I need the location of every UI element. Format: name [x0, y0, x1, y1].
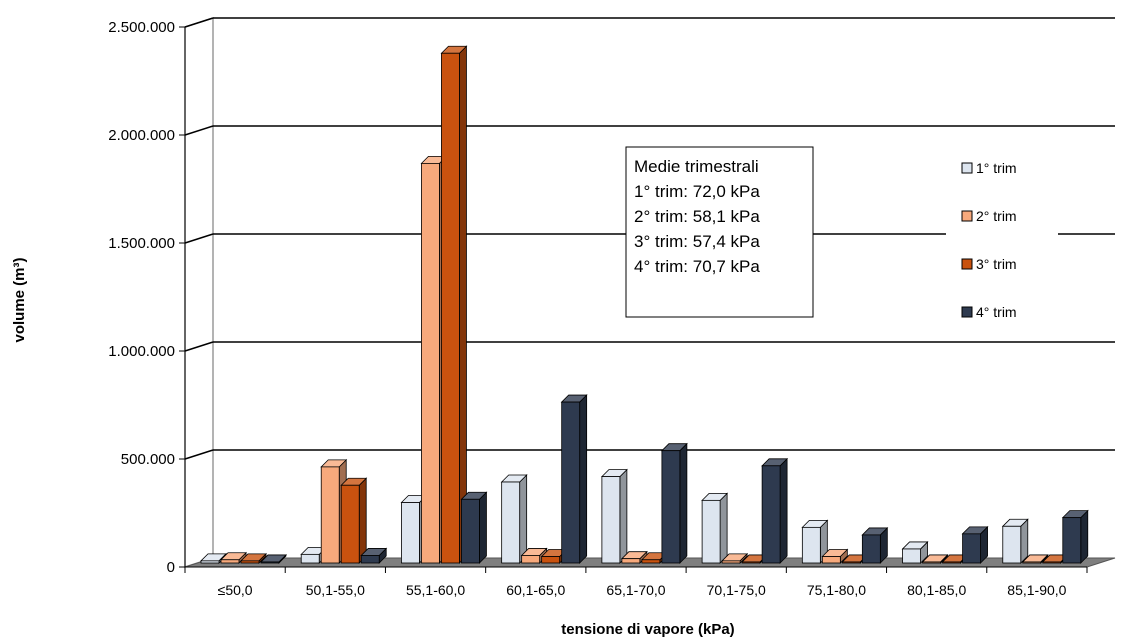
legend-item: 1° trim [961, 160, 1017, 176]
bar [240, 552, 267, 564]
bar [821, 548, 849, 564]
legend-label: 1° trim [976, 160, 1017, 176]
gridline [184, 341, 214, 352]
bar [500, 474, 528, 564]
legend-swatch [961, 162, 973, 174]
gridline [184, 17, 214, 28]
gridline [184, 233, 214, 244]
legend-label: 2° trim [976, 208, 1017, 224]
annotation-line: 4° trim: 70,7 kPa [634, 257, 760, 276]
y-axis-title: volume (m³) [11, 257, 28, 342]
x-tick-label: 70,1-75,0 [707, 582, 766, 598]
y-tick-label: 1.000.000 [108, 343, 175, 360]
x-tick-label: 55,1-60,0 [406, 582, 465, 598]
bar [560, 394, 588, 564]
annotation-line: 2° trim: 58,1 kPa [634, 207, 760, 226]
bar [1001, 518, 1029, 564]
bar [961, 525, 989, 564]
legend-label: 3° trim [976, 256, 1017, 272]
y-tick-label: 500.000 [121, 451, 175, 468]
bar [440, 45, 468, 564]
x-axis-categories: ≤50,0 50,1-55,0 55,1-60,0 60,1-65,0 65,1-70,… [184, 566, 1088, 598]
bar [721, 552, 749, 564]
x-tick-label: 60,1-65,0 [506, 582, 565, 598]
legend-item: 2° trim [961, 208, 1017, 224]
x-axis-title: tensione di vapore (kPa) [561, 621, 734, 638]
legend-item: 4° trim [961, 304, 1017, 320]
y-tick-label: 2.000.000 [108, 127, 175, 144]
bar [260, 553, 287, 564]
annotation-box: Medie trimestrali 1° trim: 72,0 kPa 2° t… [625, 146, 814, 318]
bar [701, 492, 729, 564]
x-tick-label: 75,1-80,0 [807, 582, 866, 598]
bar [340, 477, 368, 564]
bar [1021, 553, 1049, 564]
gridline [184, 125, 214, 136]
side-wall [184, 16, 214, 569]
legend: 1° trim 2° trim 3° trim 4° trim [946, 150, 1058, 340]
bar [761, 457, 789, 564]
legend-item: 3° trim [961, 256, 1017, 272]
bar [660, 442, 688, 564]
y-axis-ticks: 0 500.000 1.000.000 1.500.000 2.000.000 2.500… [108, 19, 186, 576]
x-tick-label: 65,1-70,0 [606, 582, 665, 598]
bar [460, 491, 488, 564]
bar [360, 547, 388, 564]
x-tick-label: ≤50,0 [218, 582, 253, 598]
bar [1061, 509, 1089, 564]
bar [600, 468, 628, 564]
y-tick-label: 0 [167, 559, 175, 576]
bar [921, 553, 949, 564]
annotation-line: Medie trimestrali [634, 157, 759, 176]
x-tick-label: 80,1-85,0 [907, 582, 966, 598]
bar [901, 540, 929, 564]
x-tick-label: 50,1-55,0 [306, 582, 365, 598]
x-tick-label: 85,1-90,0 [1007, 582, 1066, 598]
bar [801, 519, 829, 564]
gridline [184, 449, 214, 460]
y-tick-label: 1.500.000 [108, 235, 175, 252]
legend-swatch [961, 306, 973, 318]
annotation-line: 1° trim: 72,0 kPa [634, 182, 760, 201]
y-tick-label: 2.500.000 [108, 19, 175, 36]
annotation-line: 3° trim: 57,4 kPa [634, 232, 760, 251]
legend-swatch [961, 210, 973, 222]
legend-swatch [961, 258, 973, 270]
legend-label: 4° trim [976, 304, 1017, 320]
bars [200, 45, 1089, 564]
bar [861, 526, 889, 564]
bar [220, 551, 247, 564]
